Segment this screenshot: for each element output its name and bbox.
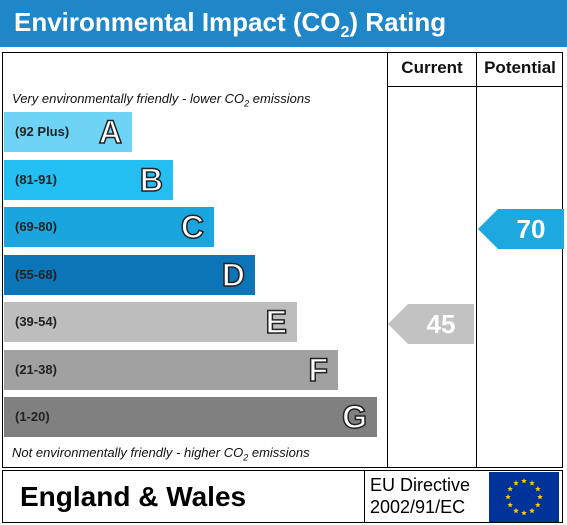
band-letter: F bbox=[308, 351, 329, 389]
band-a: (92 Plus) A bbox=[4, 112, 132, 152]
current-rating-arrow: 45 bbox=[388, 304, 474, 344]
band-letter: E bbox=[265, 303, 288, 341]
band-range-label: (21-38) bbox=[15, 362, 57, 377]
footer-divider bbox=[364, 470, 365, 523]
band-letter: A bbox=[98, 113, 123, 151]
band-g: (1-20) G bbox=[4, 397, 377, 437]
band-f: (21-38) F bbox=[4, 350, 338, 390]
note-bottom: Not environmentally friendly - higher CO… bbox=[12, 445, 310, 463]
header-bar: Environmental Impact (CO2) Rating bbox=[0, 0, 567, 47]
band-range-label: (1-20) bbox=[15, 409, 50, 424]
eu-star-icon bbox=[513, 480, 519, 486]
column-header-current: Current bbox=[401, 58, 463, 77]
band-c: (69-80) C bbox=[4, 207, 214, 247]
potential-arrow-shape bbox=[478, 209, 564, 249]
band-range-label: (55-68) bbox=[15, 267, 57, 282]
eu-star-icon bbox=[529, 507, 535, 514]
eu-star-icon bbox=[535, 486, 541, 492]
band-range-label: (39-54) bbox=[15, 314, 57, 329]
band-letter: C bbox=[180, 208, 205, 246]
band-letter: G bbox=[341, 398, 367, 436]
band-b: (81-91) B bbox=[4, 160, 173, 200]
eu-flag-icon bbox=[489, 472, 559, 522]
potential-rating-arrow: 70 bbox=[478, 209, 564, 249]
rating-frame bbox=[2, 52, 563, 468]
eu-star-icon bbox=[521, 478, 527, 484]
potential-rating-value: 70 bbox=[516, 214, 546, 244]
eu-star-icon bbox=[505, 494, 511, 500]
band-letter: B bbox=[139, 161, 164, 199]
band-range-label: (81-91) bbox=[15, 172, 57, 187]
footer-frame bbox=[2, 470, 563, 523]
eu-star-icon bbox=[513, 507, 519, 514]
band-e: (39-54) E bbox=[4, 302, 297, 342]
band-letter: D bbox=[221, 256, 246, 294]
current-arrow-shape bbox=[388, 304, 474, 344]
note-top: Very environmentally friendly - lower CO… bbox=[12, 91, 311, 109]
eu-directive: EU Directive 2002/91/EC bbox=[370, 474, 470, 518]
current-rating-value: 45 bbox=[426, 309, 456, 339]
column-header-divider bbox=[388, 86, 563, 87]
region-label: England & Wales bbox=[20, 481, 247, 512]
band-range-label: (69-80) bbox=[15, 219, 57, 234]
eu-star-icon bbox=[507, 502, 513, 508]
eu-star-icon bbox=[535, 502, 541, 508]
band-range-label: (92 Plus) bbox=[15, 124, 70, 139]
column-divider-potential bbox=[476, 52, 477, 468]
eu-star-icon bbox=[521, 510, 527, 516]
directive-line-1: EU Directive bbox=[370, 475, 471, 495]
column-header-potential: Potential bbox=[484, 58, 556, 77]
directive-line-2: 2002/91/EC bbox=[370, 497, 466, 517]
chart-title: Environmental Impact (CO2) Rating bbox=[14, 7, 447, 42]
band-d: (55-68) D bbox=[4, 255, 255, 295]
column-divider-current bbox=[387, 52, 388, 468]
eu-star-icon bbox=[537, 494, 543, 500]
eu-star-icon bbox=[529, 480, 535, 486]
eu-star-icon bbox=[507, 486, 513, 492]
